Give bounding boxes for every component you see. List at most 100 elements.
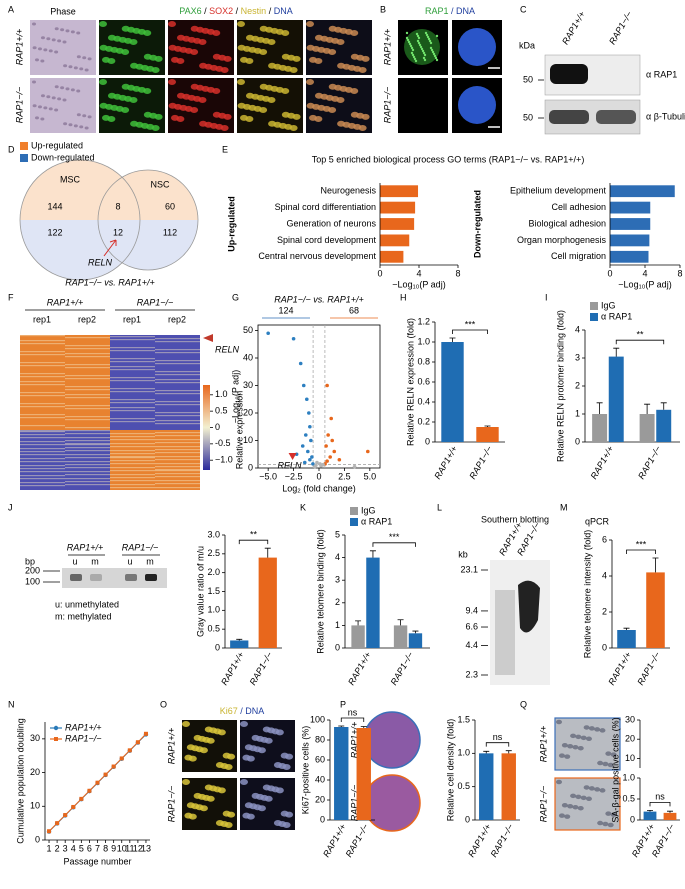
count: 122 bbox=[47, 227, 62, 237]
y-tick-label: 40 bbox=[243, 352, 253, 362]
sig-label: *** bbox=[465, 319, 476, 329]
heatmap-stripe bbox=[20, 437, 65, 439]
error-bar bbox=[667, 810, 673, 813]
cell bbox=[143, 53, 152, 60]
cell bbox=[43, 106, 48, 110]
heatmap-stripe bbox=[110, 350, 155, 352]
cell bbox=[40, 94, 45, 98]
legend-swatch bbox=[350, 518, 358, 526]
heatmap-stripe bbox=[20, 373, 65, 375]
caption: RAP1−/− vs. RAP1+/+ bbox=[65, 277, 155, 287]
legend-swatch bbox=[590, 302, 598, 310]
heatmap-stripe bbox=[155, 452, 200, 454]
heatmap-stripe bbox=[155, 341, 200, 343]
point bbox=[352, 464, 357, 469]
point bbox=[321, 462, 325, 467]
bar bbox=[479, 753, 494, 820]
panel-letter: B bbox=[380, 4, 386, 14]
marker bbox=[47, 829, 52, 834]
row-label: RAP1−/− bbox=[14, 87, 24, 124]
count-label: 68 bbox=[349, 305, 359, 315]
cell bbox=[273, 820, 282, 827]
foci bbox=[432, 52, 436, 56]
bar bbox=[610, 250, 649, 263]
heatmap-stripe bbox=[110, 407, 155, 409]
error-bar bbox=[449, 337, 456, 342]
point bbox=[308, 457, 312, 462]
highlight-label: RELN bbox=[278, 460, 303, 470]
x-tick-label: 12 bbox=[133, 843, 143, 853]
heatmap-stripe bbox=[110, 477, 155, 479]
foci bbox=[409, 44, 413, 48]
sig-bracket bbox=[649, 801, 671, 807]
category-label: Cell adhesion bbox=[551, 202, 606, 212]
x-axis-label: −Log₁₀(P adj) bbox=[618, 279, 671, 289]
heatmap-block bbox=[20, 335, 65, 430]
y-axis-label: Relative telomere binding (fold) bbox=[315, 529, 325, 654]
cell bbox=[176, 92, 185, 99]
heatmap-stripe bbox=[20, 485, 65, 487]
cell bbox=[244, 744, 253, 751]
heatmap-stripe bbox=[155, 382, 200, 384]
point bbox=[332, 449, 337, 454]
point bbox=[311, 462, 315, 466]
cell bbox=[583, 725, 590, 730]
x-tick-label: 6 bbox=[87, 843, 92, 853]
heatmap-stripe bbox=[155, 404, 200, 406]
cell bbox=[556, 779, 562, 785]
heatmap-stripe bbox=[110, 456, 155, 458]
point bbox=[298, 361, 303, 366]
frame bbox=[554, 717, 621, 771]
cell bbox=[182, 779, 190, 785]
category-label: Biological adhesion bbox=[528, 218, 606, 228]
heatmap-stripe bbox=[65, 443, 110, 445]
panel-letter: L bbox=[437, 502, 442, 512]
x-tick-label: 5 bbox=[79, 843, 84, 853]
cell bbox=[240, 721, 248, 727]
set-outline bbox=[97, 169, 199, 271]
heatmap-stripe bbox=[65, 419, 110, 421]
chart-title: Up-regulated bbox=[226, 196, 236, 252]
cell bbox=[190, 83, 199, 90]
cell bbox=[143, 111, 152, 118]
foci bbox=[416, 34, 420, 38]
y-tick-label: 0.2 bbox=[417, 416, 430, 426]
cell bbox=[567, 803, 574, 809]
bar bbox=[643, 811, 657, 820]
legend-marker bbox=[54, 737, 58, 741]
bar bbox=[610, 218, 651, 230]
marker-label: 2.3 bbox=[465, 669, 478, 679]
marker-label: 50 bbox=[523, 74, 533, 84]
gene-label: RELN bbox=[88, 257, 113, 267]
image-header: Phase bbox=[50, 6, 76, 16]
panel-letter: E bbox=[222, 144, 228, 154]
cell bbox=[572, 744, 579, 750]
marker bbox=[87, 788, 92, 793]
bar bbox=[380, 234, 410, 247]
x-tick-label: 7 bbox=[95, 843, 100, 853]
y-tick-label: 20 bbox=[243, 407, 253, 417]
cell bbox=[268, 62, 277, 69]
cell bbox=[328, 83, 337, 90]
cell bbox=[262, 784, 271, 791]
cell bbox=[577, 805, 584, 811]
foci bbox=[433, 54, 437, 58]
count: 144 bbox=[47, 201, 62, 211]
cell bbox=[610, 752, 617, 757]
heatmap-stripe bbox=[155, 393, 200, 395]
foci bbox=[422, 56, 426, 60]
lane-label: u bbox=[127, 556, 132, 566]
cell bbox=[186, 802, 195, 809]
cell bbox=[222, 810, 231, 817]
point bbox=[302, 460, 307, 465]
cell bbox=[57, 97, 62, 101]
cell bbox=[32, 22, 36, 26]
cell bbox=[63, 122, 68, 126]
cell bbox=[48, 107, 53, 111]
colorbar-label: Relative expression bbox=[234, 391, 244, 470]
band-label: α RAP1 bbox=[646, 69, 677, 79]
cell bbox=[242, 812, 251, 819]
heatmap-stripe bbox=[110, 380, 155, 382]
plot-frame bbox=[257, 324, 381, 469]
arrowhead bbox=[203, 334, 213, 342]
